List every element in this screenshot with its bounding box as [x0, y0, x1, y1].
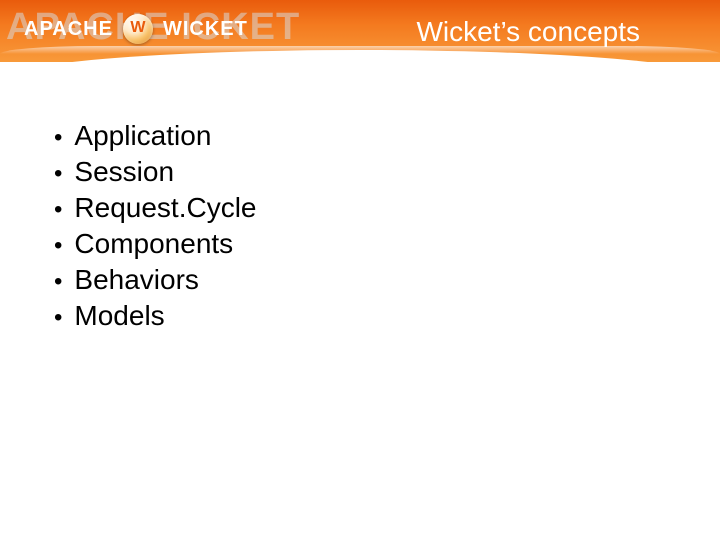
list-item-label: Components — [74, 228, 233, 260]
concepts-list: • Application • Session • Request.Cycle … — [54, 120, 257, 332]
list-item-label: Session — [74, 156, 174, 188]
bullet-icon: • — [54, 126, 62, 150]
list-item-label: Models — [74, 300, 164, 332]
list-item-label: Request.Cycle — [74, 192, 256, 224]
list-item: • Components — [54, 228, 257, 260]
bullet-icon: • — [54, 162, 62, 186]
apache-wicket-logo: APACHE W WICKET — [24, 14, 248, 44]
logo-text-apache: APACHE — [24, 18, 113, 41]
logo-text-wicket: WICKET — [163, 18, 248, 41]
bullet-icon: • — [54, 306, 62, 330]
logo-badge-glyph: W — [130, 19, 145, 37]
list-item: • Models — [54, 300, 257, 332]
list-item-label: Behaviors — [74, 264, 199, 296]
list-item: • Request.Cycle — [54, 192, 257, 224]
bullet-icon: • — [54, 270, 62, 294]
slide-content: • Application • Session • Request.Cycle … — [54, 120, 257, 336]
slide-title: Wicket’s concepts — [416, 16, 640, 48]
list-item: • Session — [54, 156, 257, 188]
logo-badge-icon: W — [123, 14, 153, 44]
list-item: • Behaviors — [54, 264, 257, 296]
list-item: • Application — [54, 120, 257, 152]
bullet-icon: • — [54, 234, 62, 258]
bullet-icon: • — [54, 198, 62, 222]
slide-header: APACHE ICKET APACHE W WICKET Wicket’s co… — [0, 0, 720, 80]
list-item-label: Application — [74, 120, 211, 152]
